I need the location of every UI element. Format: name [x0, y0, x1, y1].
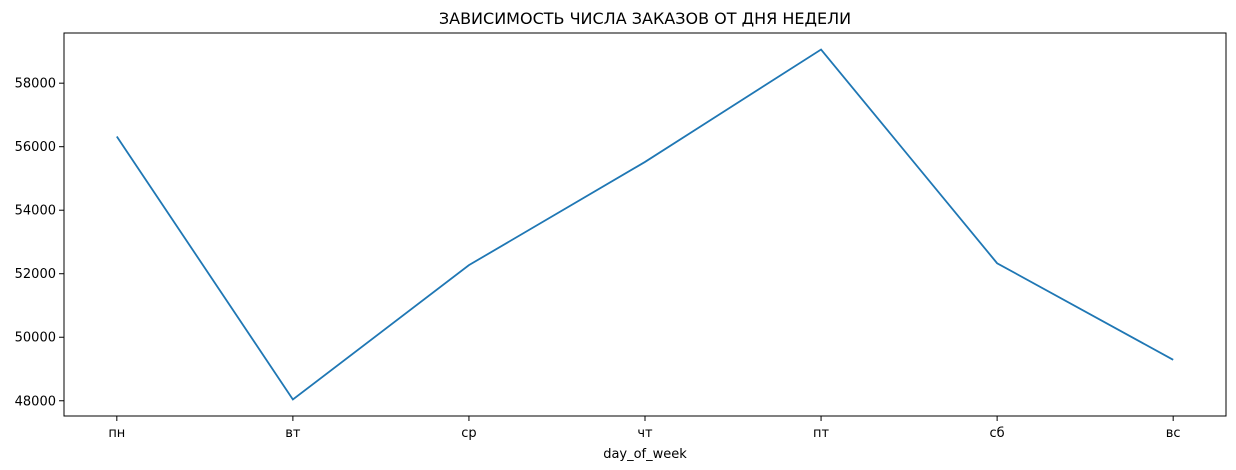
x-axis: пн вт ср чт пт сб вс [108, 416, 1181, 441]
y-tick-label: 54000 [15, 204, 56, 219]
y-axis: 48000 50000 52000 54000 56000 58000 [15, 77, 64, 409]
y-tick-label: 50000 [15, 331, 56, 346]
chart-title: ЗАВИСИМОСТЬ ЧИСЛА ЗАКАЗОВ ОТ ДНЯ НЕДЕЛИ [439, 9, 851, 28]
x-tick-label: пн [108, 426, 125, 441]
y-tick-label: 56000 [15, 140, 56, 155]
series-line [116, 48, 1174, 401]
x-tick-label: ср [461, 426, 476, 441]
x-tick-label: пт [813, 426, 829, 441]
y-tick-label: 48000 [15, 394, 56, 409]
x-tick-label: сб [990, 426, 1005, 441]
y-tick-label: 52000 [15, 267, 56, 282]
x-tick-label: вс [1166, 426, 1181, 441]
x-tick-label: вт [285, 426, 301, 441]
y-tick-label: 58000 [15, 77, 56, 92]
x-tick-label: чт [637, 426, 653, 441]
x-axis-label: day_of_week [603, 447, 687, 462]
plot-frame [63, 32, 1227, 417]
